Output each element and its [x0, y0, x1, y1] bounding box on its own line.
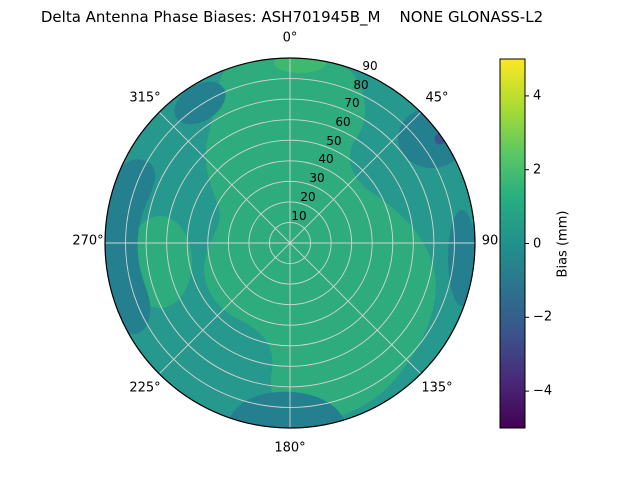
cb-tick-4: 4 — [533, 88, 542, 104]
angular-tick-180: 180° — [274, 440, 306, 456]
bright-green-top — [274, 58, 326, 73]
angular-tick-45: 45° — [425, 90, 449, 106]
radial-tick-10: 10 — [291, 209, 307, 223]
angular-tick-225: 225° — [129, 380, 161, 396]
angular-tick-135: 135° — [421, 380, 453, 396]
dark-region-top-left — [174, 81, 226, 125]
chart-title: Delta Antenna Phase Biases: ASH701945B_M… — [40, 8, 544, 26]
colorbar-ticks — [525, 95, 529, 392]
colorbar — [499, 58, 529, 429]
angular-tick-270: 270° — [72, 233, 104, 249]
dark-region-left-arc — [105, 159, 156, 334]
dark-region-top-right — [398, 108, 466, 168]
radial-tick-40: 40 — [318, 152, 334, 166]
polar-grid — [105, 58, 475, 428]
polar-axes-edge — [104, 57, 476, 429]
angular-tick-90: 90 — [481, 233, 499, 249]
dark-region-bottom — [230, 391, 345, 428]
radial-tick-80: 80 — [353, 78, 369, 92]
cb-tick-0: 0 — [533, 236, 542, 251]
angular-tick-0: 0° — [282, 30, 298, 46]
radial-tick-90: 90 — [362, 59, 378, 73]
radial-tick-60: 60 — [335, 115, 351, 129]
radial-tick-70: 70 — [344, 96, 360, 110]
angular-tick-315: 315° — [129, 90, 161, 106]
radial-tick-30: 30 — [309, 171, 325, 185]
cb-tick-m2: −2 — [533, 309, 553, 325]
radial-tick-20: 20 — [300, 190, 316, 204]
colorbar-label: Bias (mm) — [555, 210, 571, 278]
dark-region-right-edge — [448, 210, 475, 306]
cb-tick-m4: −4 — [533, 383, 553, 399]
cb-tick-2: 2 — [533, 162, 542, 178]
radial-tick-50: 50 — [326, 134, 342, 148]
colorbar-gradient — [500, 59, 525, 428]
